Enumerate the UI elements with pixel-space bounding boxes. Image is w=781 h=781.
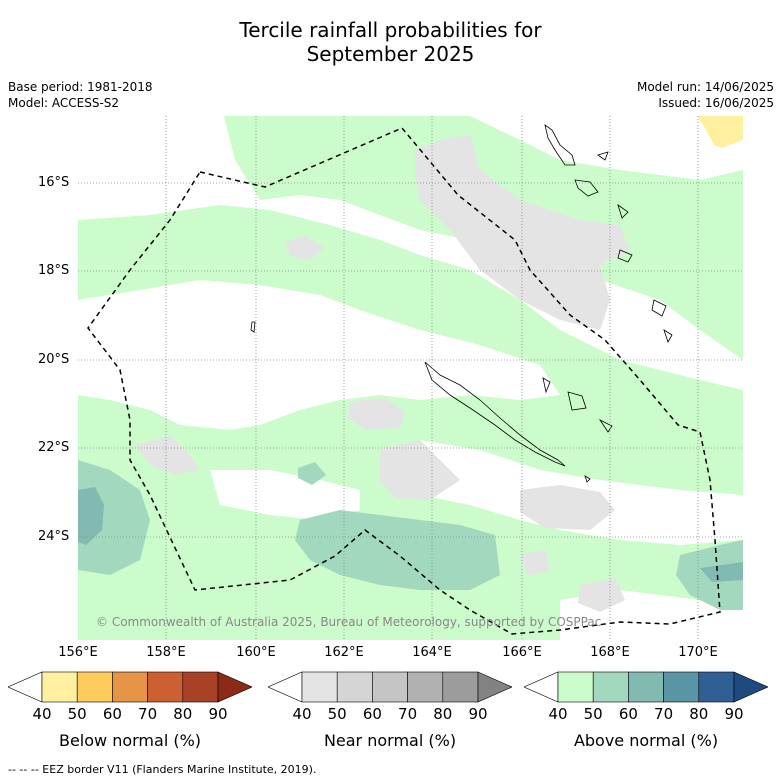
run-info: Model run: 14/06/2025 Issued: 16/06/2025	[637, 79, 774, 111]
colorbar-tick-label: 50	[327, 705, 347, 723]
model-run: Model run: 14/06/2025	[636, 80, 774, 94]
colorbar-tick-label: 70	[654, 705, 674, 723]
latitude-label: 18°S	[38, 263, 70, 278]
eez-footnote: -- -- -- EEZ border V11 (Flanders Marine…	[8, 763, 317, 776]
copyright-text: © Commonwealth of Australia 2025, Bureau…	[96, 615, 601, 629]
colorbar-segment	[628, 671, 664, 703]
colorbar-min-arrow	[524, 671, 559, 703]
colorbar-tick-label: 50	[583, 705, 603, 723]
colorbar-segment	[301, 671, 338, 703]
colorbar-min-arrow	[268, 671, 303, 703]
coastlines	[250, 124, 673, 483]
colorbar-segment	[592, 671, 629, 703]
colorbar-segment	[41, 671, 78, 703]
latitude-label: 24°S	[38, 529, 70, 544]
colorbar-segment	[112, 671, 148, 703]
colorbar-label: Above normal (%)	[573, 731, 719, 750]
colorbar-label: Near normal (%)	[323, 731, 457, 750]
colorbar-tick-label: 40	[292, 705, 312, 723]
above-normal-60-regions	[78, 487, 743, 582]
above-normal-50-regions	[78, 460, 743, 610]
latitude-label: 22°S	[38, 440, 70, 455]
colorbar	[524, 671, 768, 703]
latitude-label: 16°S	[38, 175, 70, 190]
colorbar-tick-label: 90	[468, 705, 488, 723]
longitude-label: 170°E	[678, 645, 718, 660]
colorbar-tick-label: 80	[173, 705, 193, 723]
map-title: Tercile rainfall probabilities for Septe…	[0, 18, 781, 66]
colorbar-tick-label: 60	[362, 705, 382, 723]
colorbar-segment	[372, 671, 408, 703]
colorbar-tick-label: 70	[138, 705, 158, 723]
colorbar-tick-label: 70	[398, 705, 418, 723]
colorbar-tick-label: 90	[724, 705, 744, 723]
colorbar	[8, 671, 252, 703]
colorbar-min-arrow	[8, 671, 43, 703]
colorbar-segment	[557, 671, 594, 703]
longitude-label: 156°E	[58, 645, 98, 660]
longitude-label: 162°E	[324, 645, 364, 660]
longitude-label: 166°E	[502, 645, 542, 660]
model-name: Model: ACCESS-S2	[8, 96, 120, 110]
longitude-label: 160°E	[236, 645, 276, 660]
colorbar-max-arrow	[733, 671, 768, 703]
longitude-label: 158°E	[146, 645, 186, 660]
colorbar-tick-label: 40	[548, 705, 568, 723]
base-period: Base period: 1981-2018	[8, 80, 153, 94]
eez-border	[87, 127, 721, 635]
below-normal-region	[697, 116, 743, 148]
colorbar-label: Below normal (%)	[58, 731, 202, 750]
colorbar-segment	[407, 671, 444, 703]
colorbar-segment	[147, 671, 184, 703]
latitude-label: 20°S	[38, 352, 70, 367]
base-period-info: Base period: 1981-2018 Model: ACCESS-S2	[8, 79, 153, 111]
colorbar-segment	[76, 671, 113, 703]
longitude-label: 164°E	[412, 645, 452, 660]
title-line-1: Tercile rainfall probabilities for	[239, 18, 542, 42]
graticule	[78, 116, 743, 640]
longitude-label: 168°E	[590, 645, 630, 660]
colorbar	[268, 671, 512, 703]
colorbar-segment	[442, 671, 479, 703]
colorbar-segment	[336, 671, 373, 703]
colorbar-segment	[182, 671, 219, 703]
colorbar-tick-label: 40	[32, 705, 52, 723]
colorbar-tick-label: 50	[67, 705, 87, 723]
near-normal-regions	[135, 135, 630, 612]
colorbar-max-arrow	[217, 671, 252, 703]
colorbar-tick-label: 60	[618, 705, 638, 723]
map-area	[78, 116, 743, 640]
colorbar-segment	[698, 671, 735, 703]
colorbar-segment	[663, 671, 700, 703]
colorbar-max-arrow	[477, 671, 512, 703]
issued-date: Issued: 16/06/2025	[658, 96, 774, 110]
colorbar-tick-label: 80	[689, 705, 709, 723]
colorbar-tick-label: 80	[433, 705, 453, 723]
title-line-2: September 2025	[306, 42, 475, 66]
colorbar-tick-label: 60	[102, 705, 122, 723]
colorbar-tick-label: 90	[208, 705, 228, 723]
